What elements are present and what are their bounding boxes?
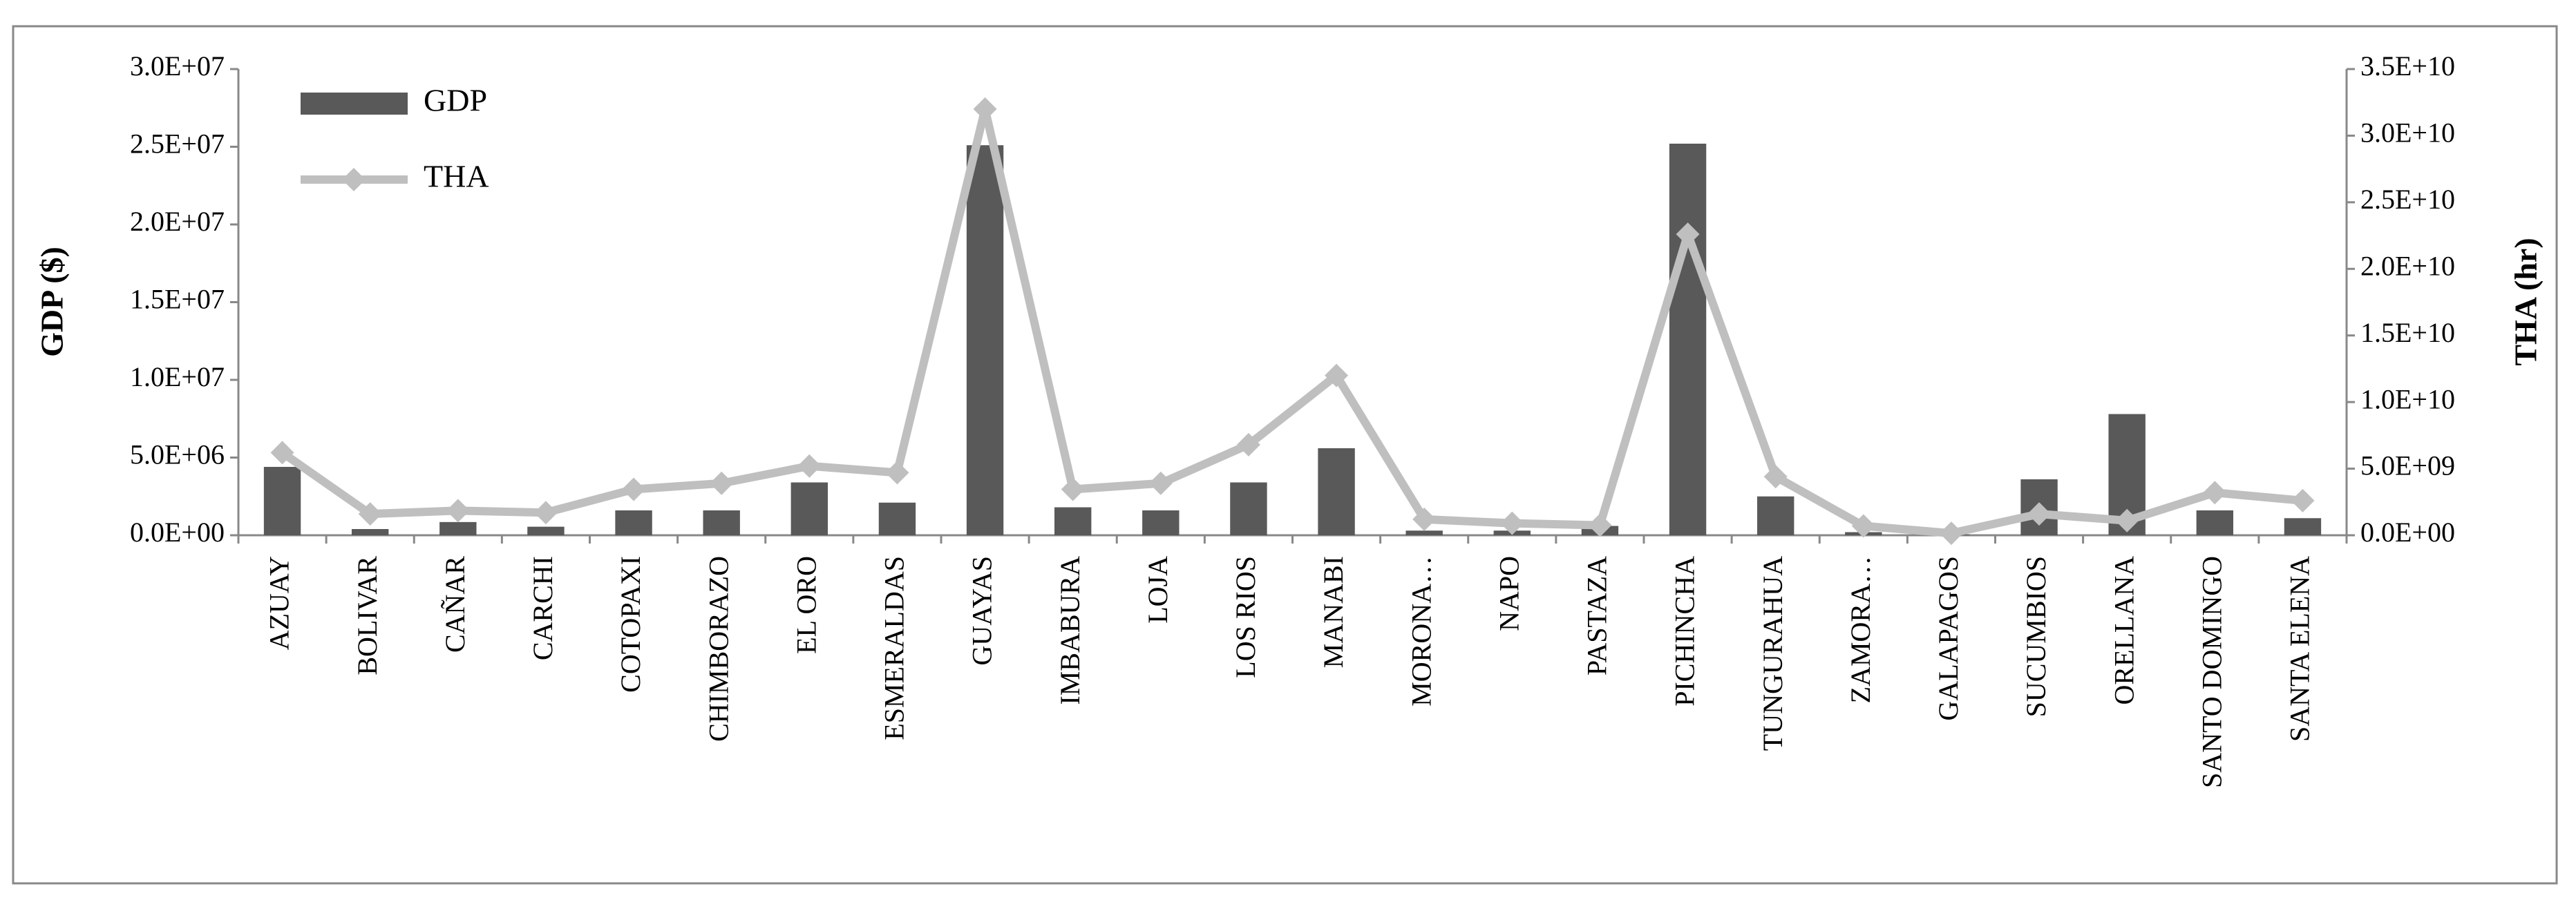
bar (1405, 530, 1443, 535)
y2-tick-label: 3.0E+10 (2360, 117, 2455, 148)
bar (966, 145, 1004, 535)
bar (351, 529, 389, 535)
y2-axis-title: THA (hr) (2508, 238, 2544, 365)
line-marker (1500, 511, 1524, 535)
line-marker (2115, 508, 2139, 532)
x-tick-label: LOS RIOS (1230, 556, 1261, 678)
line-marker (1236, 432, 1260, 457)
line-marker (710, 471, 734, 495)
x-tick-label: GUAYAS (967, 556, 998, 666)
line-marker (2203, 481, 2227, 505)
x-tick-label: BOLIVAR (352, 556, 383, 675)
bar (1669, 144, 1707, 535)
y-tick-label: 2.0E+07 (130, 206, 225, 237)
line-marker (446, 499, 470, 523)
line-marker (1325, 363, 1349, 387)
bar (1142, 510, 1180, 535)
x-tick-label: ORELLANA (2108, 556, 2139, 705)
line-marker (358, 502, 382, 526)
legend-swatch (301, 93, 408, 115)
line-marker (1851, 514, 1875, 538)
x-tick-label: PICHINCHA (1669, 556, 1701, 707)
x-tick-label: EL ORO (790, 556, 822, 654)
legend-swatch (342, 168, 366, 191)
bar (790, 482, 828, 535)
x-tick-label: TUNGURAHUA (1757, 556, 1788, 751)
bar (439, 521, 477, 535)
line-marker (2027, 502, 2052, 526)
x-tick-label: CHIMBORAZO (703, 556, 734, 742)
y-tick-label: 0.0E+00 (130, 517, 225, 548)
bar (615, 510, 652, 535)
y-tick-label: 3.0E+07 (130, 50, 225, 81)
y2-tick-label: 1.5E+10 (2360, 317, 2455, 348)
x-tick-label: CARCHI (527, 556, 558, 660)
y-axis-title: GDP ($) (35, 247, 70, 357)
bar (703, 510, 740, 535)
y2-tick-label: 0.0E+00 (2360, 517, 2455, 548)
x-tick-label: LOJA (1142, 556, 1173, 624)
bar (2196, 510, 2234, 535)
x-tick-label: COTOPAXI (615, 556, 646, 693)
bar (1318, 448, 1355, 535)
line-marker (1676, 222, 1700, 247)
y2-tick-label: 3.5E+10 (2360, 50, 2455, 81)
x-tick-label: ZAMORA… (1845, 556, 1876, 703)
x-tick-label: PASTAZA (1582, 556, 1613, 675)
line-marker (973, 97, 997, 121)
x-tick-label: IMBABURA (1054, 556, 1086, 705)
line-marker (1148, 471, 1173, 495)
bar (1756, 496, 1794, 535)
y2-tick-label: 2.0E+10 (2360, 250, 2455, 281)
x-tick-label: GALAPAGOS (1933, 556, 1964, 721)
line-marker (2291, 488, 2315, 512)
bar (1054, 507, 1092, 535)
x-tick-label: MORONA… (1405, 556, 1437, 707)
legend-label: THA (424, 159, 489, 194)
bar (263, 467, 301, 535)
line-marker (622, 477, 646, 501)
line-marker (1061, 477, 1085, 501)
bar (527, 526, 565, 535)
line-marker (797, 454, 822, 478)
x-tick-label: SUCUMBIOS (2020, 556, 2052, 717)
bar (878, 502, 916, 535)
x-tick-label: MANABI (1318, 556, 1349, 668)
chart-frame (12, 25, 2558, 885)
line-marker (1763, 465, 1788, 489)
line-marker (1939, 521, 1963, 546)
line (280, 104, 2303, 538)
y2-tick-label: 1.0E+10 (2360, 383, 2455, 414)
y2-tick-label: 2.5E+10 (2360, 184, 2455, 215)
bar (2284, 518, 2322, 535)
line-marker (885, 461, 909, 485)
line-marker (270, 441, 294, 465)
y-tick-label: 1.0E+07 (130, 361, 225, 392)
x-tick-label: CAÑAR (439, 556, 471, 653)
y-tick-label: 2.5E+07 (130, 128, 225, 160)
x-tick-label: ESMERALDAS (879, 556, 910, 740)
line-marker (1588, 513, 1612, 537)
x-tick-label: NAPO (1493, 556, 1524, 631)
x-tick-label: SANTO DOMINGO (2196, 556, 2227, 788)
y-tick-label: 1.5E+07 (130, 284, 225, 315)
x-tick-label: AZUAY (264, 556, 295, 650)
line-marker (533, 501, 558, 525)
bar (1230, 482, 1267, 535)
line-marker (1412, 507, 1437, 531)
legend-label: GDP (424, 83, 487, 118)
y2-tick-label: 5.0E+09 (2360, 450, 2455, 481)
y-tick-label: 5.0E+06 (130, 439, 225, 470)
x-tick-label: SANTA ELENA (2284, 556, 2315, 742)
